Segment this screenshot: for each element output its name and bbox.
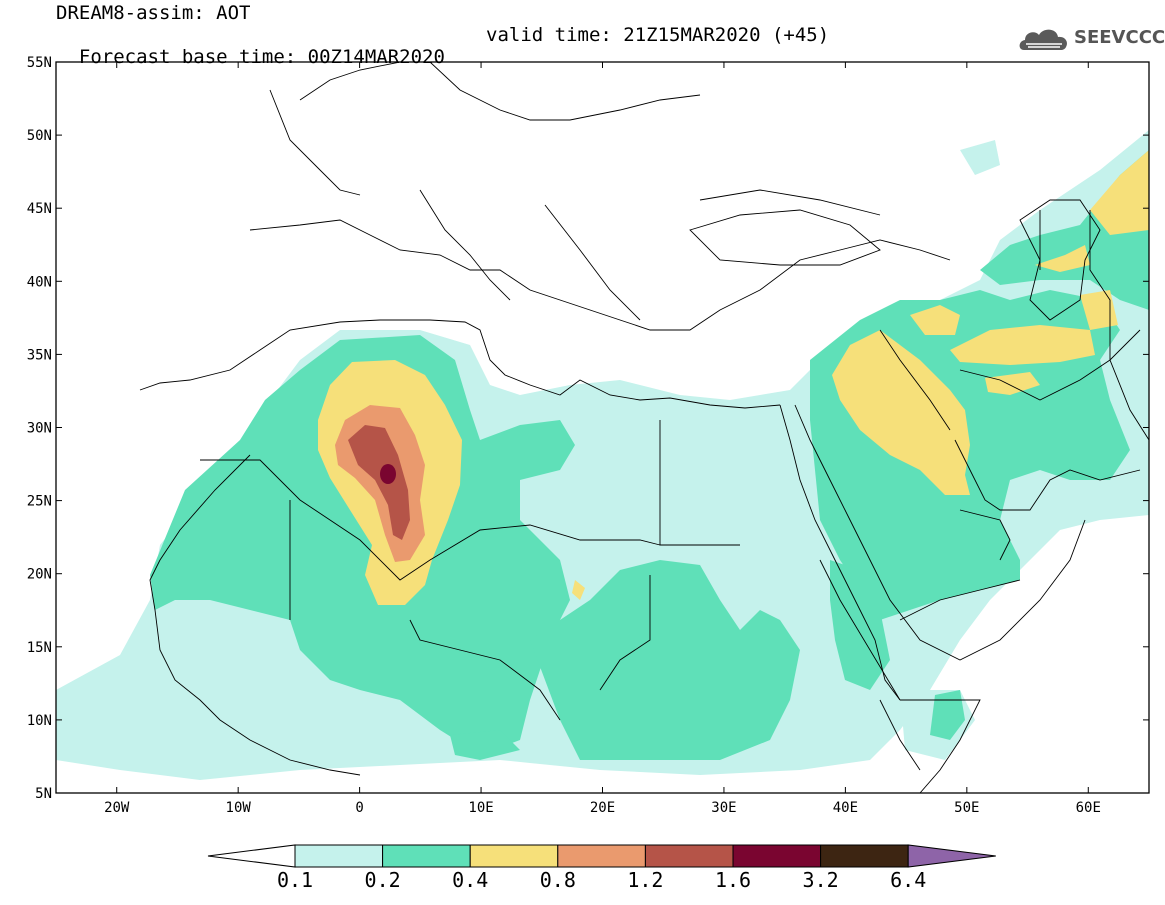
lon-tick-label: 30E [711, 800, 736, 816]
lat-tick-label: 15N [27, 640, 52, 656]
colorbar-swatch [644, 844, 734, 868]
aot-band-1.6 [380, 464, 396, 484]
colorbar-swatch [382, 844, 471, 868]
colorbar-tick-label: 0.1 [277, 868, 313, 892]
aot-field [56, 130, 1149, 780]
lon-tick-label: 50E [954, 800, 979, 816]
colorbar-tick-label: 0.4 [452, 868, 488, 892]
colorbar-swatch [820, 844, 909, 868]
colorbar-swatch [732, 844, 822, 868]
lat-tick-label: 20N [27, 567, 52, 583]
lon-tick-label: 40E [833, 800, 858, 816]
colorbar-tick-label: 0.8 [540, 868, 576, 892]
lat-tick-label: 10N [27, 713, 52, 729]
lat-tick-label: 45N [27, 201, 52, 217]
colorbar-swatch [557, 844, 646, 868]
colorbar-tick-label: 1.2 [627, 868, 663, 892]
colorbar-tick-label: 3.2 [803, 868, 839, 892]
lon-tick-label: 10W [226, 800, 252, 816]
lon-tick-label: 20W [104, 800, 130, 816]
lon-tick-label: 0 [355, 800, 363, 816]
lat-tick-label: 25N [27, 494, 52, 510]
lat-tick-label: 55N [27, 55, 52, 71]
axis-ticks: 55N 50N 45N 40N 35N 30N 25N 20N 15N 10N 5N 20W 10W 0 1… [27, 55, 1149, 816]
coastlines-and-borders [139, 62, 1149, 793]
colorbar-tick-label: 1.6 [715, 868, 751, 892]
lat-tick-label: 5N [35, 786, 52, 802]
colorbar-tick-label: 0.2 [365, 868, 401, 892]
valid-time-label: valid time: 21Z15MAR2020 (+45) [486, 24, 830, 46]
chart-title: DREAM8-assim: AOT [56, 2, 251, 24]
lon-tick-label: 60E [1076, 800, 1101, 816]
lat-tick-label: 30N [27, 421, 52, 437]
lon-tick-label: 10E [468, 800, 493, 816]
lat-tick-label: 50N [27, 128, 52, 144]
colorbar-tick-label: 6.4 [890, 868, 926, 892]
logo-text: SEEVCCC [1074, 27, 1165, 48]
colorbar-swatch [294, 844, 384, 868]
aot-band-1.2 [348, 425, 410, 540]
colorbar-under-arrow [207, 844, 296, 868]
cloud-icon [1019, 29, 1068, 50]
lon-tick-label: 20E [590, 800, 615, 816]
lat-tick-label: 35N [27, 347, 52, 363]
colorbar: 0.1 0.2 0.4 0.8 1.2 1.6 3.2 6.4 [207, 844, 996, 892]
lat-tick-label: 40N [27, 274, 52, 290]
colorbar-over-arrow [907, 844, 996, 868]
seevccc-logo: SEEVCCC [1018, 22, 1165, 58]
colorbar-swatch [469, 844, 559, 868]
